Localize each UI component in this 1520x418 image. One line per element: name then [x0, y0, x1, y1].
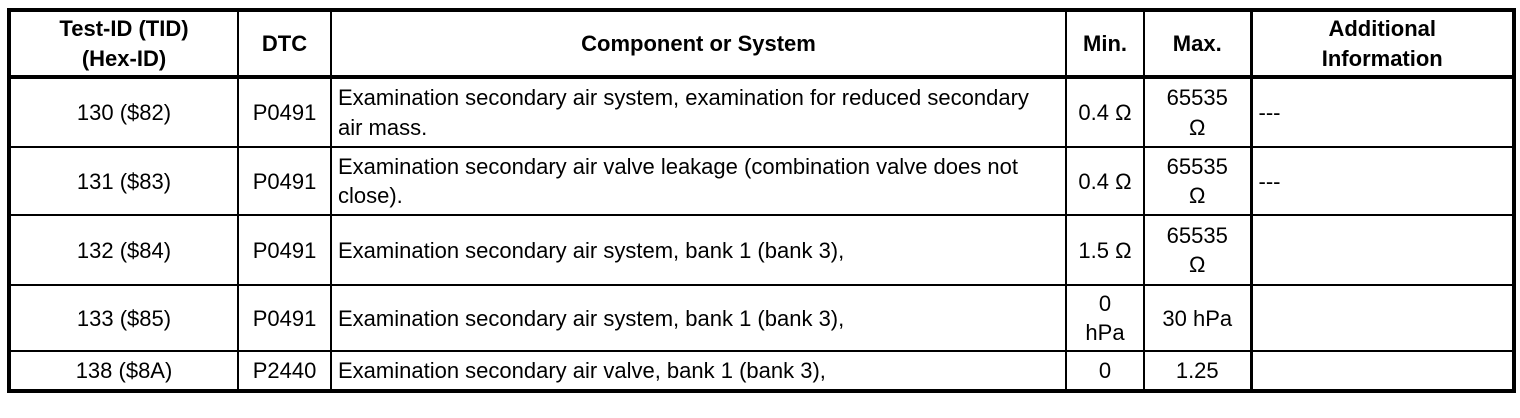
table-row: 132 ($84) P0491 Examination secondary ai…	[8, 214, 1515, 287]
cell-max: 1.25	[1143, 350, 1252, 393]
cell-max: 65535 Ω	[1143, 146, 1252, 217]
cell-component: Examination secondary air system, bank 1…	[330, 284, 1067, 353]
diagnostic-test-table: Test-ID (TID) (Hex-ID) DTC Component or …	[7, 8, 1516, 394]
cell-component: Examination secondary air system, examin…	[330, 76, 1067, 149]
cell-min: 1.5 Ω	[1065, 214, 1145, 287]
table-row: 138 ($8A) P2440 Examination secondary ai…	[8, 350, 1515, 393]
cell-max: 65535 Ω	[1143, 76, 1252, 149]
cell-component: Examination secondary air system, bank 1…	[330, 214, 1067, 287]
header-cell-min: Min.	[1065, 8, 1145, 80]
header-cell-test-id: Test-ID (TID) (Hex-ID)	[8, 8, 239, 80]
cell-component: Examination secondary air valve, bank 1 …	[330, 350, 1067, 393]
cell-test-id: 138 ($8A)	[8, 350, 239, 393]
header-cell-component: Component or System	[330, 8, 1067, 80]
cell-min: 0 hPa	[1065, 284, 1145, 353]
cell-component: Examination secondary air valve leakage …	[330, 146, 1067, 217]
cell-additional-info	[1249, 284, 1515, 353]
cell-min: 0	[1065, 350, 1145, 393]
cell-max: 65535 Ω	[1143, 214, 1252, 287]
table-row: 130 ($82) P0491 Examination secondary ai…	[8, 76, 1515, 149]
cell-additional-info: ---	[1249, 76, 1515, 149]
header-cell-dtc: DTC	[237, 8, 332, 80]
table-row: 131 ($83) P0491 Examination secondary ai…	[8, 146, 1515, 217]
cell-additional-info	[1249, 350, 1515, 393]
cell-max: 30 hPa	[1143, 284, 1252, 353]
cell-dtc: P2440	[237, 350, 332, 393]
cell-dtc: P0491	[237, 146, 332, 217]
cell-test-id: 133 ($85)	[8, 284, 239, 353]
cell-min: 0.4 Ω	[1065, 76, 1145, 149]
table-header-row: Test-ID (TID) (Hex-ID) DTC Component or …	[8, 8, 1515, 80]
header-cell-additional-info: Additional Information	[1249, 8, 1515, 80]
cell-min: 0.4 Ω	[1065, 146, 1145, 217]
cell-dtc: P0491	[237, 76, 332, 149]
cell-dtc: P0491	[237, 214, 332, 287]
cell-test-id: 130 ($82)	[8, 76, 239, 149]
cell-test-id: 132 ($84)	[8, 214, 239, 287]
header-cell-max: Max.	[1143, 8, 1252, 80]
table-row: 133 ($85) P0491 Examination secondary ai…	[8, 284, 1515, 353]
cell-additional-info	[1249, 214, 1515, 287]
cell-dtc: P0491	[237, 284, 332, 353]
cell-test-id: 131 ($83)	[8, 146, 239, 217]
cell-additional-info: ---	[1249, 146, 1515, 217]
